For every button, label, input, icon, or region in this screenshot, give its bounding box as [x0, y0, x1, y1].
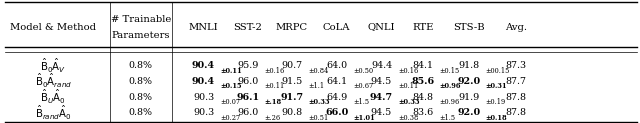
Text: ±0.33: ±0.33	[398, 98, 420, 106]
Text: 90.7: 90.7	[281, 61, 303, 70]
Text: QNLI: QNLI	[368, 23, 395, 32]
Text: $\hat{\mathrm{B}}_U\hat{\mathrm{A}}_0$: $\hat{\mathrm{B}}_U\hat{\mathrm{A}}_0$	[40, 88, 66, 106]
Text: 91.9: 91.9	[458, 93, 480, 102]
Text: RTE: RTE	[412, 23, 434, 32]
Text: ±1.5: ±1.5	[440, 114, 456, 122]
Text: 0.8%: 0.8%	[129, 93, 153, 102]
Text: 0.8%: 0.8%	[129, 108, 153, 117]
Text: ±1.5: ±1.5	[353, 98, 369, 106]
Text: 90.4: 90.4	[192, 77, 215, 86]
Text: ±0.18: ±0.18	[486, 114, 508, 122]
Text: ±0.11: ±0.11	[398, 82, 419, 90]
Text: ±0.96: ±0.96	[440, 98, 460, 106]
Text: MNLI: MNLI	[189, 23, 218, 32]
Text: 84.1: 84.1	[413, 61, 433, 70]
Text: ±0.96: ±0.96	[440, 82, 461, 90]
Text: $\hat{\mathrm{B}}_0\hat{\mathrm{A}}_{rand}$: $\hat{\mathrm{B}}_0\hat{\mathrm{A}}_{ran…	[35, 72, 72, 90]
Text: ±0.67: ±0.67	[353, 82, 373, 90]
Text: 96.0: 96.0	[237, 108, 259, 117]
Text: ±0.84: ±0.84	[308, 67, 329, 75]
Text: 94.5: 94.5	[371, 77, 392, 86]
Text: ±0.15: ±0.15	[220, 82, 242, 90]
Text: Parameters: Parameters	[111, 31, 170, 40]
Text: 90.8: 90.8	[281, 108, 303, 117]
Text: ±0.50: ±0.50	[353, 67, 373, 75]
Text: 87.7: 87.7	[506, 77, 526, 86]
Text: MRPC: MRPC	[276, 23, 308, 32]
Text: 91.5: 91.5	[281, 77, 303, 86]
Text: 91.8: 91.8	[458, 61, 480, 70]
Text: 96.1: 96.1	[236, 93, 259, 102]
Text: 90.3: 90.3	[193, 93, 214, 102]
Text: 92.0: 92.0	[458, 77, 481, 86]
Text: 87.8: 87.8	[506, 93, 526, 102]
Text: SST-2: SST-2	[233, 23, 262, 32]
Text: ±1.1: ±1.1	[308, 82, 324, 90]
Text: ±0.16: ±0.16	[264, 67, 285, 75]
Text: ±.18: ±.18	[264, 98, 282, 106]
Text: 85.6: 85.6	[412, 77, 435, 86]
Text: 90.4: 90.4	[192, 61, 215, 70]
Text: 66.0: 66.0	[325, 108, 348, 117]
Text: 94.7: 94.7	[370, 93, 393, 102]
Text: 96.0: 96.0	[237, 77, 259, 86]
Text: ±0.15: ±0.15	[440, 67, 460, 75]
Text: ±0.07: ±0.07	[220, 98, 240, 106]
Text: 91.7: 91.7	[280, 93, 303, 102]
Text: STS-B: STS-B	[453, 23, 485, 32]
Text: ±0.16: ±0.16	[398, 67, 419, 75]
Text: ±0.31: ±0.31	[486, 82, 508, 90]
Text: $\hat{\mathrm{B}}_{rand}\hat{\mathrm{A}}_0$: $\hat{\mathrm{B}}_{rand}\hat{\mathrm{A}}…	[35, 104, 72, 122]
Text: ±0.51: ±0.51	[308, 114, 329, 122]
Text: ±.26: ±.26	[264, 114, 280, 122]
Text: Avg.: Avg.	[505, 23, 527, 32]
Text: Model & Method: Model & Method	[10, 23, 96, 32]
Text: 64.9: 64.9	[326, 93, 348, 102]
Text: CoLA: CoLA	[323, 23, 350, 32]
Text: 0.8%: 0.8%	[129, 61, 153, 70]
Text: ±0.27: ±0.27	[220, 114, 240, 122]
Text: 94.4: 94.4	[371, 61, 392, 70]
Text: 94.5: 94.5	[371, 108, 392, 117]
Text: ±0.19: ±0.19	[486, 98, 506, 106]
Text: 84.8: 84.8	[413, 93, 433, 102]
Text: ±0.11: ±0.11	[220, 67, 242, 75]
Text: 83.6: 83.6	[412, 108, 434, 117]
Text: 90.3: 90.3	[193, 108, 214, 117]
Text: 0.8%: 0.8%	[129, 77, 153, 86]
Text: 87.3: 87.3	[505, 61, 527, 70]
Text: 64.1: 64.1	[326, 77, 348, 86]
Text: 87.8: 87.8	[506, 108, 526, 117]
Text: ±0.38: ±0.38	[398, 114, 419, 122]
Text: 92.0: 92.0	[458, 108, 481, 117]
Text: 95.9: 95.9	[237, 61, 259, 70]
Text: # Trainable: # Trainable	[111, 15, 171, 24]
Text: ±0.11: ±0.11	[264, 82, 285, 90]
Text: 64.0: 64.0	[326, 61, 348, 70]
Text: ±00.15: ±00.15	[486, 67, 510, 75]
Text: ±1.01: ±1.01	[353, 114, 375, 122]
Text: ±0.33: ±0.33	[308, 98, 330, 106]
Text: $\hat{\mathrm{B}}_0\hat{\mathrm{A}}_V$: $\hat{\mathrm{B}}_0\hat{\mathrm{A}}_V$	[40, 57, 66, 75]
